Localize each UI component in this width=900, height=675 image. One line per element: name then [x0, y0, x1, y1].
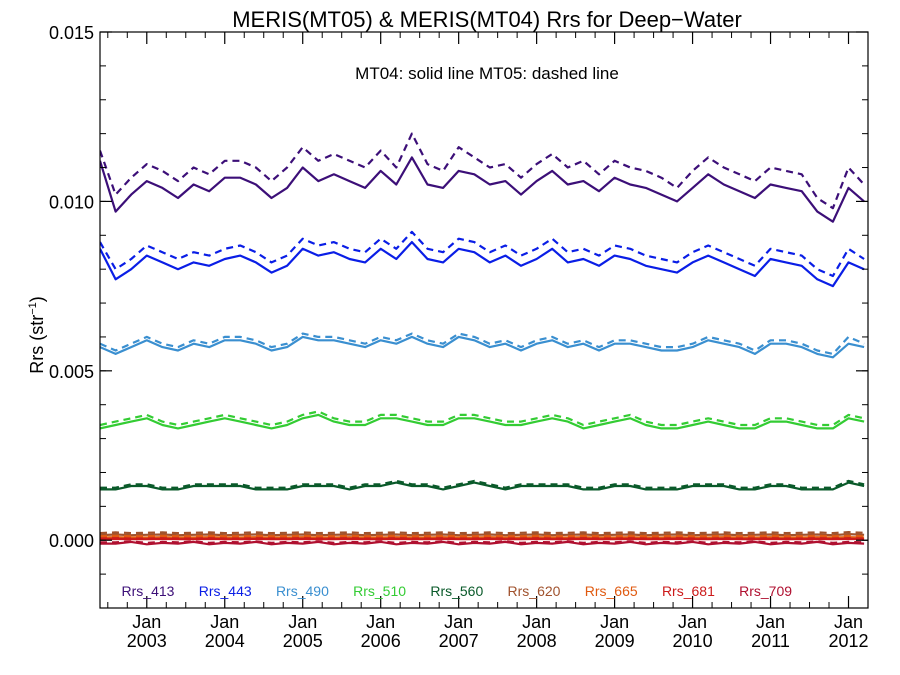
x-tick-label-month: Jan — [600, 612, 629, 632]
legend-label-rrs_560: Rrs_560 — [430, 583, 483, 599]
series-line-rrs_560-mt05 — [100, 479, 865, 489]
x-tick-label-month: Jan — [522, 612, 551, 632]
axis-layer: 0.0000.0050.0100.015Jan2003Jan2004Jan200… — [49, 23, 869, 651]
x-tick-label-year: 2006 — [361, 631, 401, 651]
x-tick-label-year: 2008 — [517, 631, 557, 651]
legend-label-rrs_620: Rrs_620 — [508, 583, 561, 599]
x-tick-label-year: 2005 — [283, 631, 323, 651]
y-axis-label-superscript: −1 — [27, 302, 39, 315]
series-line-rrs_620-mt05 — [100, 531, 865, 535]
series-line-rrs_490-mt05 — [100, 332, 865, 355]
x-tick-label-year: 2003 — [127, 631, 167, 651]
y-axis-label: Rrs (str−1) — [27, 296, 47, 374]
x-tick-label-month: Jan — [366, 612, 395, 632]
line-style-annotation: MT04: solid line MT05: dashed line — [355, 64, 619, 83]
legend-label-rrs_681: Rrs_681 — [662, 583, 715, 599]
y-tick-label: 0.015 — [49, 23, 94, 43]
x-tick-label-year: 2011 — [751, 631, 790, 651]
plot-frame — [99, 31, 869, 609]
legend: Rrs_413 Rrs_443 Rrs_490 Rrs_510 Rrs_560 Rrs_6… — [122, 583, 793, 599]
legend-label-rrs_413: Rrs_413 — [122, 583, 175, 599]
x-tick-label-year: 2004 — [205, 631, 245, 651]
y-tick-label: 0.000 — [49, 531, 94, 551]
series-line-rrs_443-mt05 — [100, 230, 865, 278]
legend-label-rrs_510: Rrs_510 — [353, 583, 406, 599]
legend-label-rrs_709: Rrs_709 — [739, 583, 792, 599]
series-line-rrs_443-mt04 — [100, 241, 865, 288]
series-line-rrs_510-mt05 — [100, 410, 865, 427]
x-tick-label-year: 2007 — [439, 631, 479, 651]
x-tick-label-year: 2009 — [595, 631, 635, 651]
x-tick-label-month: Jan — [288, 612, 317, 632]
series-layer — [100, 132, 865, 546]
x-tick-label-month: Jan — [444, 612, 473, 632]
series-line-rrs_709-mt05 — [100, 540, 865, 544]
x-tick-label-year: 2012 — [828, 631, 868, 651]
legend-label-rrs_665: Rrs_665 — [585, 583, 638, 599]
x-tick-label-month: Jan — [210, 612, 239, 632]
x-tick-label-month: Jan — [132, 612, 161, 632]
series-line-rrs_560-mt04 — [100, 481, 865, 491]
series-line-rrs_413-mt05 — [100, 132, 865, 210]
x-tick-label-month: Jan — [678, 612, 707, 632]
series-line-rrs_709-mt04 — [100, 540, 865, 546]
y-axis-label-main: Rrs (str — [27, 315, 47, 374]
y-tick-label: 0.010 — [49, 192, 94, 212]
legend-label-rrs_443: Rrs_443 — [199, 583, 252, 599]
x-tick-label-month: Jan — [834, 612, 863, 632]
x-tick-label-year: 2010 — [673, 631, 713, 651]
x-tick-label-month: Jan — [756, 612, 785, 632]
series-line-rrs_413-mt04 — [100, 156, 865, 223]
chart-title: MERIS(MT05) & MERIS(MT04) Rrs for Deep−W… — [232, 7, 742, 32]
series-line-rrs_510-mt04 — [100, 413, 865, 430]
y-axis-label-close: ) — [27, 296, 47, 302]
series-line-rrs_490-mt04 — [100, 335, 865, 359]
y-tick-label: 0.005 — [49, 362, 94, 382]
legend-label-rrs_490: Rrs_490 — [276, 583, 329, 599]
